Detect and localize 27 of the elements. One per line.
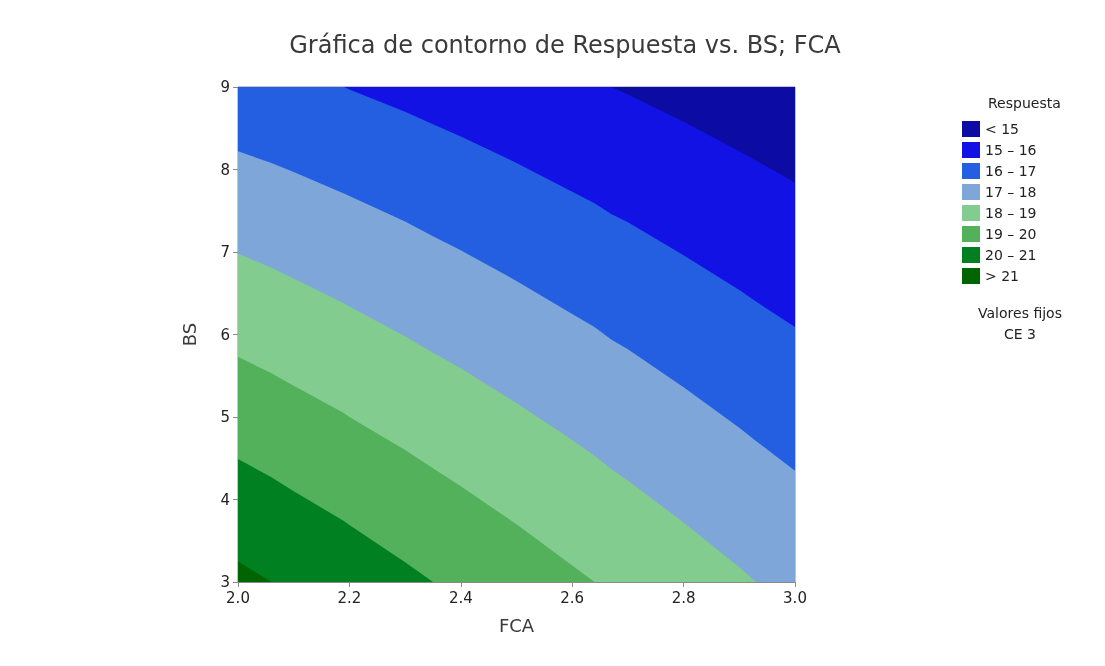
y-tick-label: 4 [220, 490, 230, 509]
legend-label: > 21 [985, 268, 1019, 284]
legend-title: Respuesta [988, 95, 1061, 111]
legend-label: 19 – 20 [985, 226, 1037, 242]
x-tick-label: 2.8 [671, 588, 696, 607]
x-tick-label: 2.4 [448, 588, 473, 607]
text: Valores fijos [978, 305, 1062, 321]
x-tick-label: 2.0 [226, 588, 250, 607]
y-tick-label: 5 [220, 408, 230, 426]
y-axis-title: BS [178, 322, 200, 347]
legend-label: < 15 [985, 121, 1019, 137]
legend-label: 17 – 18 [985, 184, 1037, 200]
y-tick-label: 9 [220, 78, 230, 96]
legend-label: 20 – 21 [985, 247, 1037, 263]
y-tick-label: 8 [220, 160, 230, 179]
x-tick-label: 2.2 [337, 588, 362, 607]
y-tick-label: 7 [220, 243, 230, 261]
text: CE 3 [1004, 326, 1036, 342]
y-tick-label: 3 [220, 573, 230, 591]
x-axis-title: FCA [498, 614, 535, 636]
y-tick-label: 6 [220, 325, 230, 344]
x-tick-label: 3.0 [783, 588, 807, 607]
legend-label: 15 – 16 [985, 142, 1037, 158]
chart-title: Gráfica de contorno de Respuesta vs. BS; FCA [289, 31, 842, 59]
x-tick-label: 2.6 [560, 588, 585, 607]
legend-label: 16 – 17 [985, 163, 1037, 179]
legend-label: 18 – 19 [985, 205, 1037, 221]
